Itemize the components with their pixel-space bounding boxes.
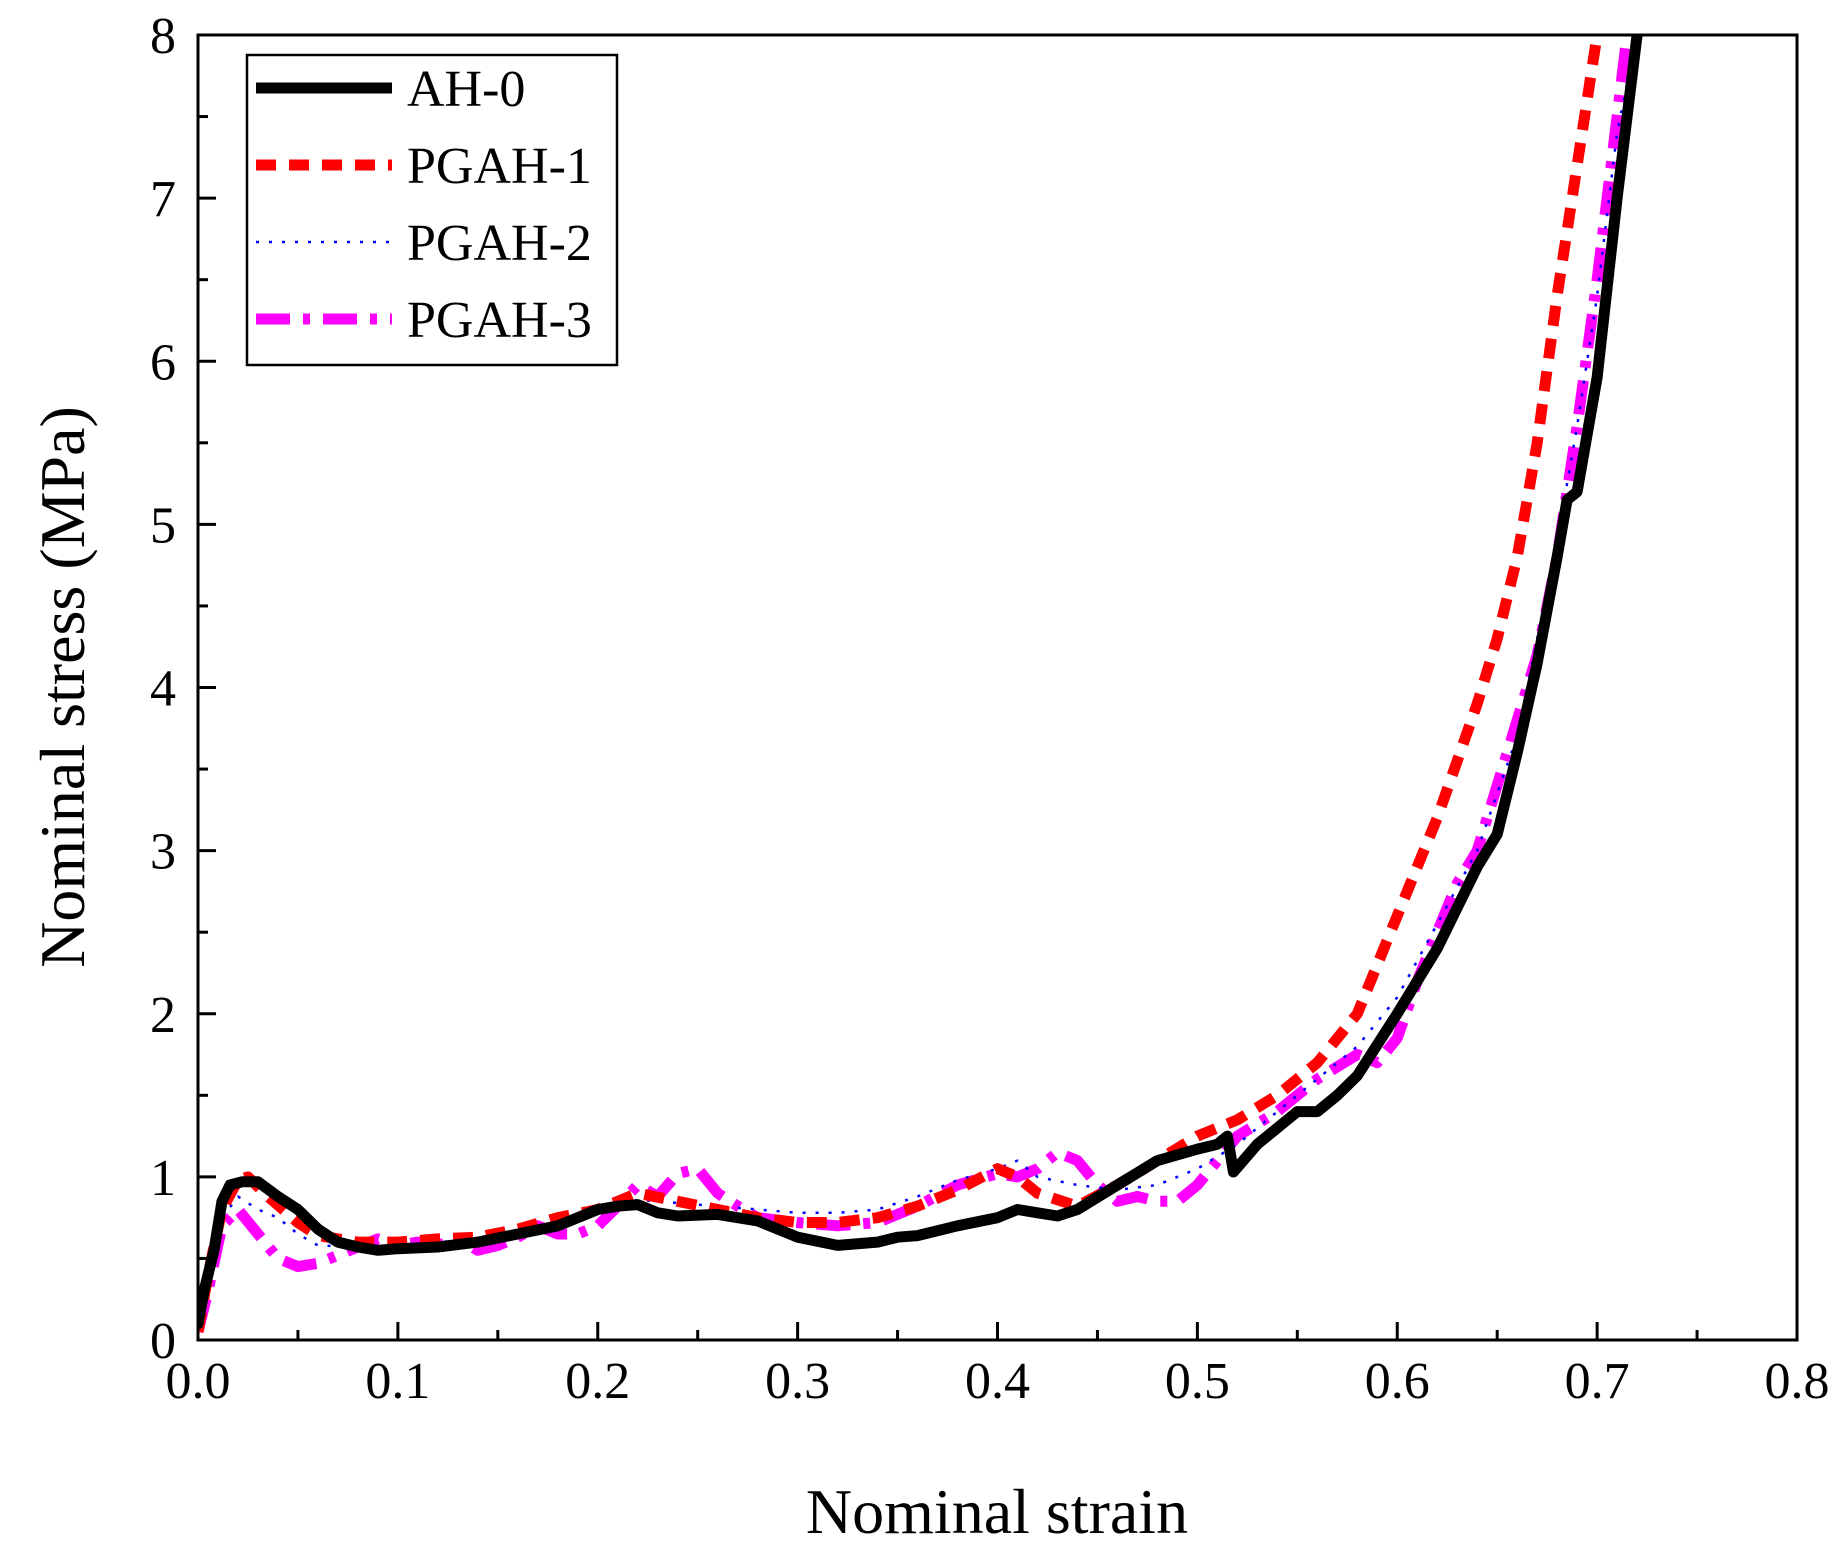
x-tick-label: 0.4: [965, 1353, 1030, 1410]
y-tick-label: 3: [150, 824, 176, 881]
x-tick-label: 0.0: [166, 1353, 231, 1410]
x-tick-label: 0.3: [765, 1353, 830, 1410]
x-tick-label: 0.5: [1165, 1353, 1230, 1410]
y-tick-label: 6: [150, 334, 176, 391]
legend-label-pgah-2: PGAH-2: [407, 215, 592, 272]
y-tick-label: 1: [150, 1150, 176, 1207]
y-tick-label: 5: [150, 497, 176, 554]
x-tick-label: 0.6: [1365, 1353, 1430, 1410]
series-layer: [198, 35, 1643, 1334]
legend-label-pgah-3: PGAH-3: [407, 292, 592, 349]
x-tick-label: 0.7: [1565, 1353, 1630, 1410]
x-tick-label: 0.2: [565, 1353, 630, 1410]
legend-label-pgah-1: PGAH-1: [407, 138, 592, 195]
x-axis: 0.0 0.1 0.2 0.3 0.4 0.5 0.6 0.7 0.8: [166, 1322, 1830, 1410]
y-axis: 0 1 2 3 4 5 6 7 8: [150, 8, 216, 1370]
x-tick-label: 0.8: [1765, 1353, 1830, 1410]
y-tick-label: 8: [150, 8, 176, 65]
y-tick-label: 2: [150, 987, 176, 1044]
y-tick-label: 7: [150, 171, 176, 228]
x-tick-label: 0.1: [365, 1353, 430, 1410]
x-axis-title: Nominal strain: [806, 1476, 1188, 1546]
y-axis-title: Nominal stress (MPa): [27, 406, 98, 968]
legend: AH-0 PGAH-1 PGAH-2 PGAH-3: [245, 53, 619, 367]
legend-box: [245, 53, 619, 367]
series-line-ah-0: [198, 35, 1643, 1330]
y-tick-label: 4: [150, 661, 176, 718]
legend-label-ah-0: AH-0: [407, 61, 525, 118]
y-tick-label: 0: [150, 1313, 176, 1370]
